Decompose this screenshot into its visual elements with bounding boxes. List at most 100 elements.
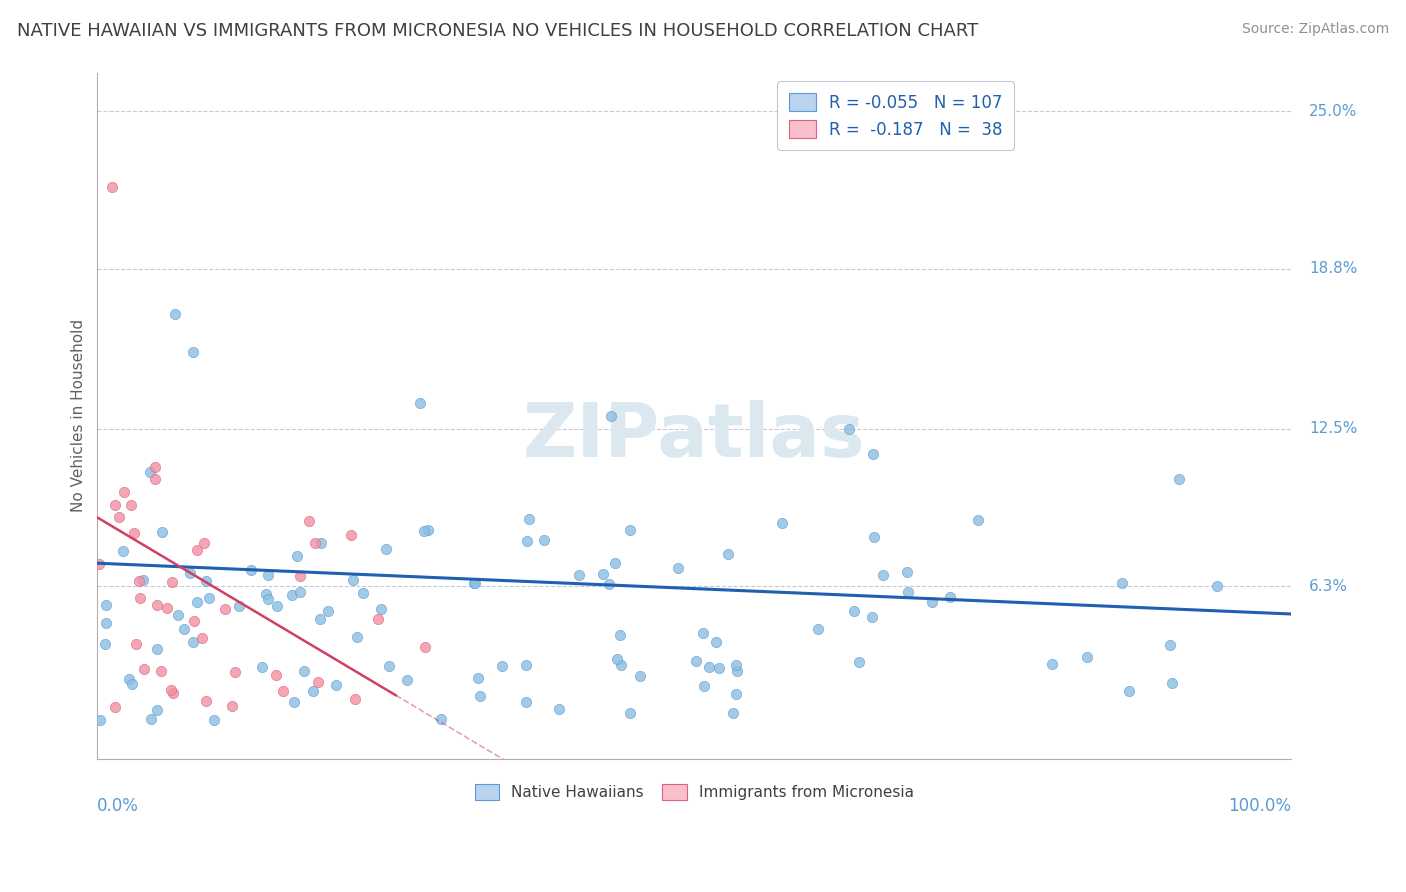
Point — [186, 543, 208, 558]
Point — [298, 514, 321, 528]
Point — [872, 568, 894, 582]
Point — [221, 698, 243, 713]
Point — [281, 588, 304, 602]
Point — [610, 658, 633, 673]
Point — [193, 536, 215, 550]
Point — [429, 712, 451, 726]
Point — [96, 615, 118, 630]
Point — [146, 641, 169, 656]
Point — [619, 523, 641, 537]
Point — [266, 667, 288, 681]
Point — [195, 693, 218, 707]
Point — [173, 622, 195, 636]
Point — [292, 665, 315, 679]
Point — [162, 686, 184, 700]
Point — [224, 665, 246, 680]
Point — [1161, 676, 1184, 690]
Point — [138, 465, 160, 479]
Point — [967, 513, 990, 527]
Point — [104, 498, 127, 512]
Point — [724, 687, 747, 701]
Point — [124, 637, 146, 651]
Point — [186, 595, 208, 609]
Point — [141, 713, 163, 727]
Point — [1206, 579, 1229, 593]
Point — [344, 692, 367, 706]
Point — [367, 612, 389, 626]
Point — [842, 604, 865, 618]
Point — [860, 609, 883, 624]
Point — [515, 695, 537, 709]
Point — [100, 180, 122, 194]
Point — [257, 591, 280, 606]
Point — [599, 409, 621, 423]
Point — [685, 654, 707, 668]
Point — [352, 586, 374, 600]
Point — [628, 668, 651, 682]
Point — [160, 575, 183, 590]
Legend: Native Hawaiians, Immigrants from Micronesia: Native Hawaiians, Immigrants from Micron… — [465, 774, 924, 809]
Point — [838, 421, 860, 435]
Point — [592, 567, 614, 582]
Point — [717, 547, 740, 561]
Point — [128, 574, 150, 589]
Point — [412, 524, 434, 539]
Point — [516, 534, 538, 549]
Point — [94, 637, 117, 651]
Point — [342, 573, 364, 587]
Point — [1118, 684, 1140, 698]
Point — [104, 699, 127, 714]
Point — [94, 598, 117, 612]
Point — [1076, 649, 1098, 664]
Text: 100.0%: 100.0% — [1227, 797, 1291, 814]
Point — [1111, 575, 1133, 590]
Point — [163, 307, 186, 321]
Point — [159, 682, 181, 697]
Point — [120, 498, 142, 512]
Point — [463, 576, 485, 591]
Point — [848, 655, 870, 669]
Point — [418, 523, 440, 537]
Point — [197, 591, 219, 605]
Point — [666, 561, 689, 575]
Point — [464, 575, 486, 590]
Point — [167, 608, 190, 623]
Point — [112, 485, 135, 500]
Point — [548, 702, 571, 716]
Point — [568, 568, 591, 582]
Point — [340, 528, 363, 542]
Point — [132, 573, 155, 587]
Point — [896, 565, 918, 579]
Point — [697, 660, 720, 674]
Point — [179, 566, 201, 581]
Point — [515, 657, 537, 672]
Point — [408, 396, 430, 410]
Point — [606, 652, 628, 666]
Point — [254, 587, 277, 601]
Text: 18.8%: 18.8% — [1309, 261, 1357, 276]
Text: Source: ZipAtlas.com: Source: ZipAtlas.com — [1241, 22, 1389, 37]
Point — [706, 635, 728, 649]
Point — [707, 660, 730, 674]
Point — [316, 604, 339, 618]
Point — [307, 674, 329, 689]
Point — [149, 664, 172, 678]
Point — [302, 683, 325, 698]
Point — [807, 623, 830, 637]
Point — [288, 585, 311, 599]
Point — [191, 632, 214, 646]
Text: 6.3%: 6.3% — [1309, 579, 1348, 593]
Point — [896, 585, 918, 599]
Point — [202, 714, 225, 728]
Point — [346, 630, 368, 644]
Point — [468, 689, 491, 703]
Point — [491, 658, 513, 673]
Point — [146, 703, 169, 717]
Point — [309, 612, 332, 626]
Text: 12.5%: 12.5% — [1309, 421, 1357, 436]
Point — [862, 447, 884, 461]
Text: ZIPatlas: ZIPatlas — [523, 400, 866, 473]
Point — [1040, 657, 1063, 671]
Point — [609, 628, 631, 642]
Point — [1168, 472, 1191, 486]
